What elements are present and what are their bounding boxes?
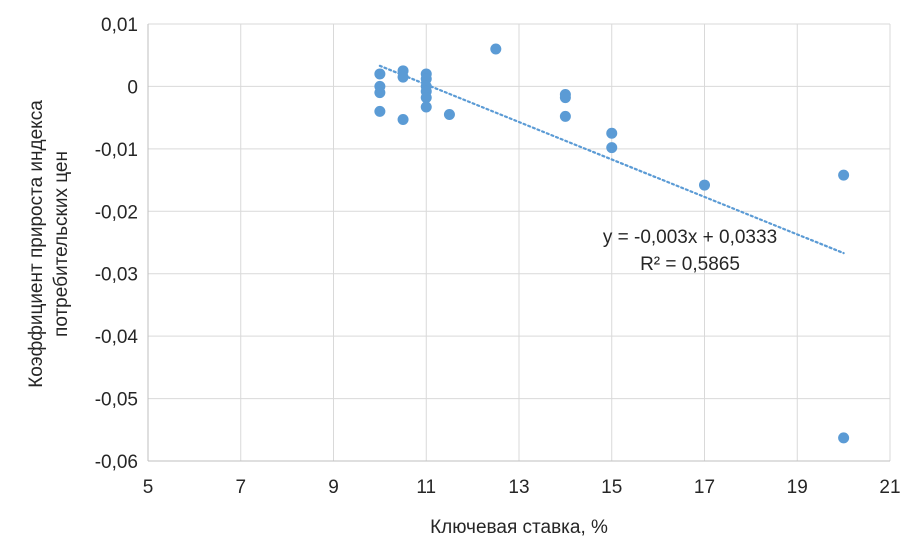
- x-tick-label: 13: [508, 477, 529, 498]
- data-point: [374, 87, 386, 99]
- data-point: [443, 109, 455, 121]
- trendline-r-squared: R² = 0,5865: [640, 254, 740, 275]
- x-tick-label: 9: [328, 477, 339, 498]
- data-point: [838, 169, 850, 181]
- x-tick-labels: 5 7 9 11 13 15 17 19 21: [143, 477, 901, 498]
- data-point: [374, 105, 386, 117]
- trendline: [378, 64, 845, 255]
- y-tick-label: -0,03: [95, 265, 138, 286]
- data-point: [606, 142, 618, 154]
- y-axis-title-line-2: потребительских цен: [51, 151, 72, 337]
- data-point: [420, 101, 432, 113]
- y-tick-labels: 0,01 0 -0,01 -0,02 -0,03 -0,04 -0,05 -0,06: [95, 15, 139, 473]
- data-point: [397, 71, 409, 83]
- data-point: [838, 432, 850, 444]
- trendline-equation: y = -0,003x + 0,0333: [603, 227, 777, 248]
- x-tick-label: 19: [787, 477, 808, 498]
- data-point: [606, 127, 618, 139]
- x-tick-label: 21: [879, 477, 900, 498]
- y-tick-label: -0,02: [95, 202, 138, 223]
- data-point: [420, 92, 432, 104]
- x-axis-title: Ключевая ставка, %: [430, 517, 608, 538]
- data-points: [374, 43, 850, 444]
- grid-lines: [147, 23, 891, 462]
- y-tick-label: -0,01: [95, 140, 138, 161]
- x-tick-label: 5: [143, 477, 154, 498]
- x-tick-label: 11: [416, 477, 436, 498]
- x-tick-label: 17: [694, 477, 715, 498]
- y-tick-label: -0,05: [95, 390, 138, 411]
- x-tick-label: 7: [235, 477, 246, 498]
- data-point: [559, 92, 571, 104]
- y-tick-label: 0,01: [101, 15, 138, 36]
- trendline-group: [378, 64, 845, 255]
- y-tick-label: -0,06: [95, 452, 138, 473]
- data-point: [374, 68, 386, 80]
- data-point: [559, 110, 571, 122]
- data-point: [699, 179, 710, 191]
- x-tick-label: 15: [601, 477, 622, 498]
- axes: [147, 24, 890, 462]
- data-point: [490, 43, 502, 55]
- y-axis-title-line-1: Коэффициент прироста индекса: [26, 100, 47, 388]
- y-tick-label: 0: [127, 77, 138, 98]
- y-tick-label: -0,04: [95, 327, 139, 348]
- data-point: [397, 114, 409, 126]
